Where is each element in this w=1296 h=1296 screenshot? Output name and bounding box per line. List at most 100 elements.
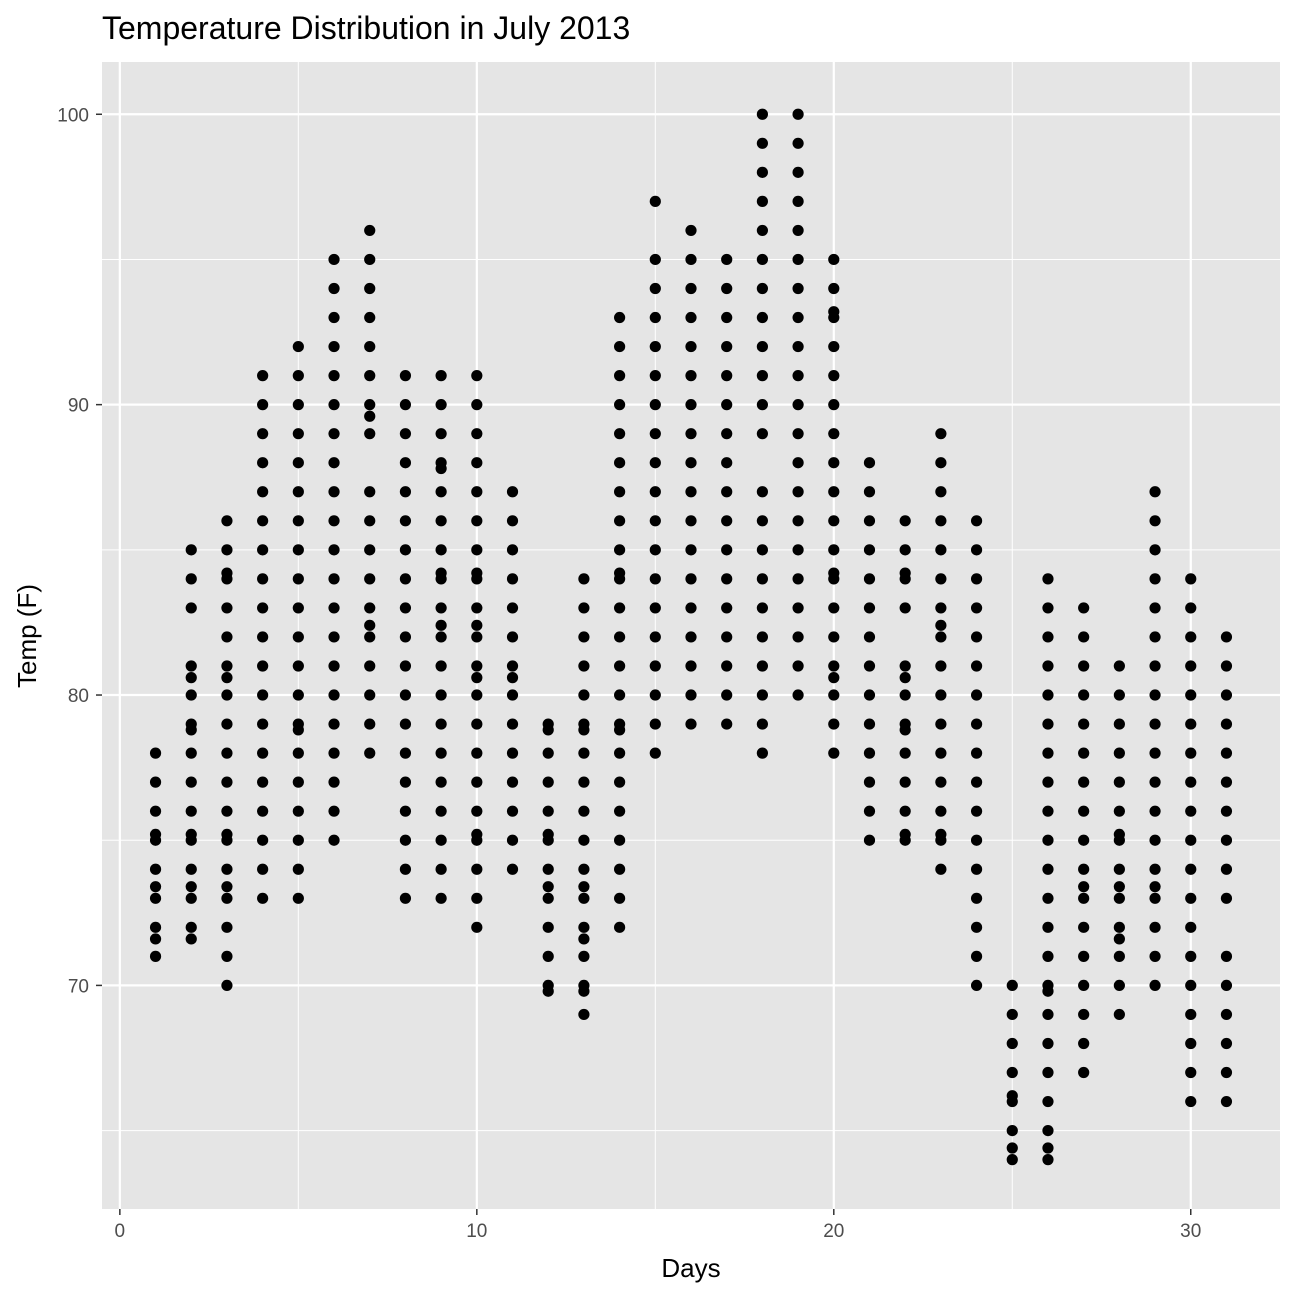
data-point [721, 718, 733, 730]
data-point [828, 340, 840, 353]
data-point [506, 689, 519, 701]
y-tick-label: 70 [68, 976, 89, 997]
data-point [863, 544, 876, 556]
data-point [1220, 863, 1233, 875]
data-point [471, 776, 483, 788]
data-point [506, 573, 519, 585]
data-point [1042, 950, 1054, 962]
data-point [1220, 631, 1233, 643]
data-point [1220, 1066, 1233, 1079]
data-point [614, 834, 626, 846]
data-point [1113, 776, 1125, 788]
data-point [1149, 950, 1161, 962]
data-point [1185, 631, 1197, 643]
data-point [328, 544, 340, 556]
data-point [1185, 573, 1197, 585]
data-point [1042, 1037, 1054, 1050]
data-point [542, 718, 554, 730]
data-point [1042, 718, 1054, 730]
data-point [935, 805, 947, 817]
data-point [970, 776, 983, 788]
data-point [1078, 718, 1090, 730]
data-point [185, 718, 197, 730]
data-point [614, 776, 626, 788]
data-point [399, 747, 412, 759]
data-point [792, 166, 804, 178]
data-point [506, 515, 519, 527]
data-point [399, 457, 412, 469]
data-point [863, 457, 876, 469]
data-point [970, 892, 983, 904]
data-point [257, 805, 269, 817]
data-point [899, 689, 911, 701]
data-point [828, 428, 840, 440]
data-point [756, 340, 768, 353]
data-point [1149, 718, 1161, 730]
data-point [1078, 979, 1090, 992]
data-point [828, 282, 840, 295]
data-point [1006, 979, 1018, 992]
data-point [1042, 602, 1054, 614]
data-point [1185, 1095, 1197, 1108]
data-point [471, 428, 483, 440]
data-point [471, 892, 483, 904]
y-axis-label: Temp (F) [12, 584, 42, 688]
data-point [685, 457, 697, 469]
data-point [435, 399, 447, 411]
data-point [221, 718, 233, 730]
data-point [792, 311, 804, 324]
data-point [149, 747, 162, 759]
data-point [1078, 631, 1090, 643]
data-point [614, 689, 626, 701]
data-point [328, 747, 340, 759]
data-point [257, 747, 269, 759]
data-point [649, 689, 661, 701]
data-point [364, 718, 376, 730]
data-point [970, 515, 983, 527]
data-point [828, 544, 840, 556]
data-point [435, 660, 447, 672]
data-point [685, 660, 697, 672]
data-point [292, 718, 304, 730]
data-point [399, 689, 412, 701]
data-point [1220, 834, 1233, 846]
data-point [578, 602, 590, 614]
data-point [328, 399, 340, 411]
data-point [899, 602, 911, 614]
data-point [257, 863, 269, 875]
data-point [1078, 1037, 1090, 1050]
data-point [399, 660, 412, 672]
data-point [292, 515, 304, 527]
data-point [257, 834, 269, 846]
data-point [1185, 660, 1197, 672]
data-point [649, 515, 661, 527]
data-point [364, 224, 376, 237]
data-point [614, 515, 626, 527]
data-point [506, 672, 519, 684]
data-point [649, 457, 661, 469]
data-point [221, 567, 233, 579]
data-point [578, 660, 590, 672]
data-point [1185, 950, 1197, 962]
data-point [435, 370, 447, 382]
data-point [1113, 863, 1125, 875]
data-point [1078, 689, 1090, 701]
data-point [257, 660, 269, 672]
data-point [221, 805, 233, 817]
data-point [257, 399, 269, 411]
data-point [506, 834, 519, 846]
data-point [1042, 689, 1054, 701]
data-point [221, 950, 233, 962]
data-point [435, 689, 447, 701]
data-point [935, 544, 947, 556]
data-point [1006, 1008, 1018, 1021]
data-point [221, 515, 233, 527]
data-point [149, 863, 162, 875]
data-point [435, 892, 447, 904]
data-point [756, 602, 768, 614]
data-point [1149, 863, 1161, 875]
data-point [185, 933, 197, 945]
data-point [721, 544, 733, 556]
data-point [149, 881, 162, 893]
data-point [649, 631, 661, 643]
